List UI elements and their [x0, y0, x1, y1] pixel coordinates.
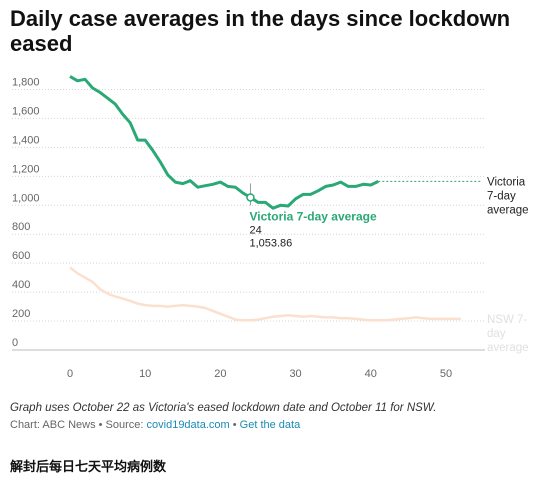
x-tick-label: 0 — [67, 368, 73, 380]
series-lines — [69, 75, 481, 322]
chinese-caption: 解封后每日七天平均病例数 — [10, 459, 167, 474]
y-tick-label: 200 — [12, 308, 30, 320]
y-tick-label: 600 — [12, 250, 30, 262]
y-tick-label: 800 — [12, 221, 30, 233]
tooltip-y-value: 1,053.86 — [249, 237, 292, 249]
x-axis-ticks: 0 10 20 30 40 50 — [67, 368, 452, 380]
x-tick-label: 10 — [139, 368, 151, 380]
y-tick-label: 1,000 — [12, 192, 40, 204]
y-tick-label: 0 — [12, 337, 18, 349]
victoria-series-line[interactable] — [69, 75, 379, 210]
y-tick-label: 1,600 — [12, 105, 40, 117]
x-tick-label: 40 — [365, 368, 377, 380]
x-tick-label: 50 — [440, 368, 452, 380]
series-labels: Victoria 7-day average NSW 7- day average — [487, 176, 529, 354]
source-prefix: Chart: ABC News • Source: — [10, 419, 147, 431]
x-tick-label: 30 — [289, 368, 301, 380]
victoria-series-label: 7-day — [487, 190, 516, 202]
tooltip-title: Victoria 7-day average — [249, 209, 377, 223]
tooltip-point[interactable] — [246, 193, 255, 202]
nsw-series-line[interactable] — [69, 266, 461, 322]
victoria-series-label: Victoria — [487, 176, 526, 188]
y-tick-label: 1,400 — [12, 134, 40, 146]
nsw-series-label: NSW 7- — [487, 314, 527, 326]
y-tick-label: 400 — [12, 279, 30, 291]
y-tick-label: 1,200 — [12, 163, 40, 175]
y-axis-ticks: 0 200 400 600 800 1,000 1,200 1,400 1,600 1,800 — [12, 76, 40, 349]
nsw-series-label: day — [487, 328, 506, 340]
gridlines — [12, 88, 485, 351]
chart-title: Daily case averages in the days since lo… — [10, 6, 511, 56]
get-data-link[interactable]: Get the data — [239, 419, 301, 431]
tooltip-x-value: 24 — [249, 224, 261, 236]
footnote: Graph uses October 22 as Victoria's ease… — [10, 402, 437, 414]
victoria-series-label: average — [487, 204, 529, 216]
source-link[interactable]: covid19data.com — [146, 419, 230, 431]
source-line: Chart: ABC News • Source: covid19data.co… — [10, 419, 300, 431]
source-separator: • — [229, 419, 240, 431]
nsw-series-label: average — [487, 342, 529, 354]
x-tick-label: 20 — [214, 368, 226, 380]
y-tick-label: 1,800 — [12, 76, 40, 88]
